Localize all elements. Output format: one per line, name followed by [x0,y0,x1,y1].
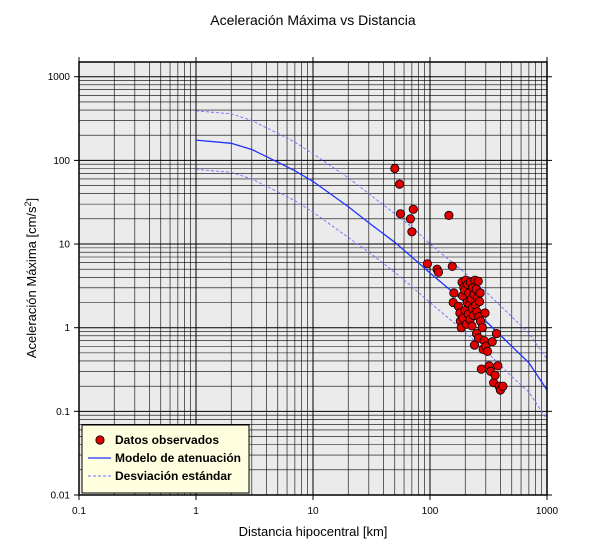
data-point [477,323,487,333]
data-point [444,210,454,220]
axis-ticks [74,57,552,500]
data-point [487,337,497,347]
x-tick-label: 10 [307,506,319,517]
legend-label: Modelo de atenuación [115,451,241,465]
data-point [395,209,406,219]
legend-label: Desviación estándar [115,469,232,483]
data-point [405,214,415,224]
y-tick-label: 1000 [48,72,71,83]
y-tick-label: 1 [64,323,70,334]
x-tick-label: 1000 [536,506,559,517]
y-tick-label: 0.01 [51,491,71,502]
data-point [491,328,502,339]
data-point [433,267,443,277]
data-point [480,308,490,318]
data-point [390,163,400,174]
y-tick-label: 10 [59,240,71,251]
y-tick-label: 100 [53,156,70,167]
data-point [408,204,418,214]
data-point [467,321,477,331]
grid-lines [78,62,547,496]
y-axis-title-exponent: 2 [23,201,33,206]
y-axis-title: Aceleración Máxima [cm/s2] [23,198,39,358]
data-points [390,163,508,395]
std-dev-line [195,110,548,360]
y-axis-title-end: ] [24,198,39,202]
data-point [493,361,503,371]
chart-title: Aceleración Máxima vs Distancia [210,12,416,28]
data-point [498,381,508,391]
data-point [394,179,405,189]
x-tick-label: 100 [422,506,439,517]
data-point [469,340,480,350]
data-point [476,364,486,374]
data-point [482,346,493,356]
legend-label: Datos observados [115,433,219,447]
legend-marker [95,435,105,445]
data-point [474,296,485,307]
data-point [449,288,459,298]
x-tick-label: 0.1 [72,506,86,517]
data-point [473,276,483,286]
y-axis-title-main: Aceleración Máxima [cm/s [24,206,39,358]
data-point [407,227,417,237]
legend: Datos observados Modelo de atenuación Desv… [81,424,250,494]
y-tick-label: 0.1 [56,407,70,418]
data-point [447,261,457,271]
x-tick-label: 1 [193,506,199,517]
plot-frame [78,61,548,496]
data-point [475,288,485,298]
x-axis-title: Distancia hipocentral [km] [239,524,388,539]
legend-box [81,424,250,494]
data-point [490,370,500,380]
data-point [422,259,432,269]
